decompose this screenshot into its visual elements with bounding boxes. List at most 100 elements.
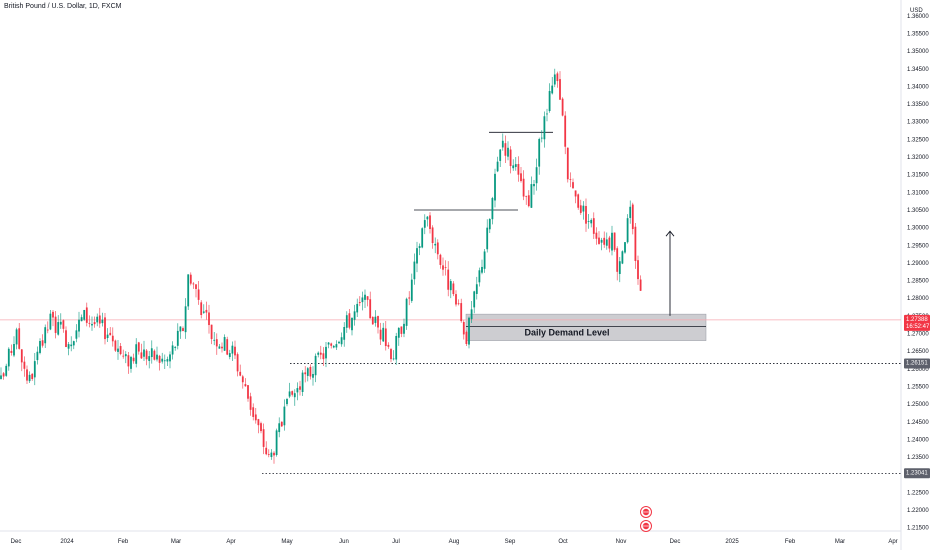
- y-tick-label: 1.32000: [907, 155, 929, 161]
- candle-body: [247, 385, 249, 399]
- candle-body: [291, 391, 294, 395]
- candle: [384, 320, 387, 351]
- candle-body: [312, 373, 314, 378]
- candle: [26, 365, 28, 385]
- y-tick-label: 1.32500: [907, 137, 929, 143]
- candle-body: [538, 138, 541, 167]
- candle: [213, 331, 216, 346]
- candle-body: [260, 423, 262, 432]
- time-axis[interactable]: Dec 2024 Feb Mar Apr May Jun Jul Aug Sep Oct Nov Dec…: [11, 539, 898, 545]
- candle-body: [228, 353, 231, 357]
- candle-body: [210, 324, 213, 340]
- candle: [174, 346, 177, 351]
- x-tick-label: Feb: [118, 539, 129, 545]
- y-tick-label: 1.30000: [907, 226, 929, 232]
- candle: [145, 349, 148, 366]
- candle: [335, 340, 338, 351]
- candle-body: [111, 335, 114, 342]
- event-icons[interactable]: [640, 506, 652, 532]
- candle-body: [249, 396, 252, 410]
- candle: [127, 351, 130, 374]
- candle: [330, 342, 333, 349]
- candle: [491, 196, 494, 225]
- candle-body: [608, 237, 611, 249]
- candle: [475, 276, 478, 300]
- x-tick-label: Nov: [616, 539, 627, 545]
- candle: [176, 323, 179, 350]
- candle: [96, 313, 99, 327]
- candle-body: [49, 313, 52, 330]
- candle-body: [624, 242, 626, 253]
- candle: [2, 372, 5, 380]
- current-price-tag-bg: [904, 314, 930, 331]
- candle: [20, 349, 23, 372]
- candle-body: [150, 348, 153, 358]
- candle-body: [527, 195, 530, 207]
- candle: [452, 281, 455, 297]
- candle: [590, 218, 593, 228]
- candle: [397, 327, 400, 346]
- candle: [408, 291, 411, 306]
- horizontal-lines[interactable]: [0, 131, 901, 474]
- candle: [291, 390, 294, 397]
- candle-body: [530, 184, 533, 208]
- demand-zone-box[interactable]: [465, 313, 707, 341]
- candle-body: [345, 315, 348, 328]
- candle-body: [371, 316, 374, 325]
- candle: [486, 219, 489, 253]
- candle-body: [356, 303, 359, 313]
- candle: [135, 338, 138, 368]
- candle-body: [522, 178, 525, 197]
- candle-body: [283, 406, 286, 426]
- candle: [31, 373, 34, 381]
- y-tick-label: 1.31500: [907, 173, 929, 179]
- demand-zone[interactable]: Daily Demand Level: [465, 313, 707, 341]
- candle-body: [504, 143, 507, 156]
- candle: [369, 291, 372, 319]
- candle: [507, 141, 509, 161]
- candle: [33, 353, 36, 386]
- candle: [418, 243, 421, 256]
- candle-body: [304, 372, 307, 375]
- candle-body: [179, 326, 182, 332]
- candle-body: [221, 346, 223, 349]
- candle-body: [595, 232, 598, 239]
- candle-body: [613, 232, 616, 250]
- candle-body: [382, 327, 385, 342]
- candle-body: [70, 344, 73, 347]
- economic-event-icon[interactable]: [640, 506, 652, 518]
- candle-body: [559, 79, 561, 100]
- candle-body: [192, 283, 195, 285]
- candle-body: [187, 274, 190, 307]
- candle-body: [598, 237, 600, 244]
- economic-event-icon[interactable]: [640, 520, 652, 532]
- candle: [403, 318, 405, 338]
- candle-body: [366, 296, 369, 300]
- candle-body: [517, 164, 520, 175]
- candle-body: [421, 228, 424, 248]
- arrow-head[interactable]: [665, 230, 675, 237]
- candle-body: [556, 73, 559, 82]
- candle: [166, 356, 169, 366]
- candle: [527, 190, 530, 208]
- y-tick-label: 1.36000: [907, 14, 929, 20]
- candle-body: [579, 205, 582, 213]
- candle: [46, 321, 49, 334]
- candle-body: [299, 386, 301, 390]
- candle-body: [639, 279, 642, 291]
- candle-body: [104, 317, 106, 340]
- candle: [572, 178, 574, 190]
- candle: [569, 172, 572, 188]
- candle-body: [57, 322, 60, 335]
- candle: [28, 371, 31, 384]
- candle: [117, 340, 119, 360]
- candle: [392, 350, 395, 361]
- candle: [439, 253, 442, 269]
- candle: [546, 108, 548, 122]
- y-tick-label: 1.27000: [907, 332, 929, 338]
- y-tick-label: 1.26500: [907, 349, 929, 355]
- candle-body: [449, 281, 452, 291]
- projection-arrow[interactable]: [665, 230, 675, 316]
